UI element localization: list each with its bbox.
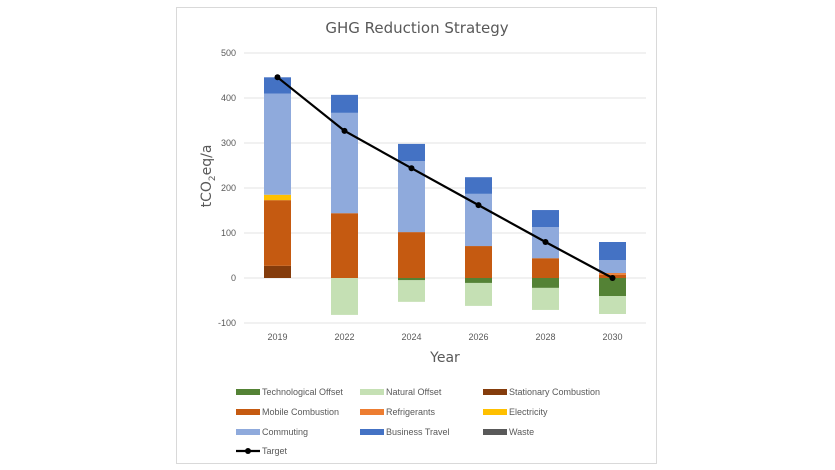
y-axis-title: tCO2eq/a: [199, 145, 218, 208]
target-point: [274, 74, 281, 81]
bar-segment-mobile-combustion: [398, 232, 425, 278]
legend-item: Waste: [483, 427, 534, 437]
y-tick-label: 500: [221, 48, 236, 58]
bar-segment-business-travel: [331, 94, 358, 113]
bar-segment-mobile-combustion: [465, 246, 492, 278]
legend-swatch: [360, 389, 384, 395]
x-tick-label: 2022: [334, 332, 354, 342]
y-tick-label: 0: [231, 273, 236, 283]
legend-label: Technological Offset: [262, 387, 343, 397]
legend-label: Electricity: [509, 407, 548, 417]
target-line: [274, 74, 616, 281]
x-tick-label: 2026: [468, 332, 488, 342]
legend-label: Commuting: [262, 427, 308, 437]
legend-swatch: [236, 409, 260, 415]
y-tick-label: -100: [218, 318, 236, 328]
x-axis-title: Year: [429, 350, 460, 366]
target-line-path: [276, 76, 614, 279]
legend-label: Refrigerants: [386, 407, 436, 417]
x-tick-label: 2024: [401, 332, 421, 342]
bar-segment-mobile-combustion: [532, 258, 559, 278]
legend-item-target: Target: [236, 446, 288, 456]
bar-segment-natural-offset: [398, 280, 425, 302]
bar-segment-natural-offset: [465, 282, 492, 306]
y-axis-title-sub: 2: [208, 175, 218, 181]
legend-item: Stationary Combustion: [483, 387, 600, 397]
gridlines: [244, 52, 646, 324]
x-tick-label: 2030: [602, 332, 622, 342]
legend: Technological Offset Natural Offset Statio…: [236, 387, 600, 456]
bar-segment-technological-offset: [532, 278, 559, 288]
bar-segment-commuting: [599, 260, 626, 274]
legend-label: Mobile Combustion: [262, 407, 339, 417]
legend-swatch: [483, 409, 507, 415]
legend-label: Business Travel: [386, 427, 450, 437]
legend-label: Waste: [509, 427, 534, 437]
bar-segment-commuting: [398, 161, 425, 233]
bar-segment-business-travel: [599, 242, 626, 260]
bar-segment-business-travel: [465, 177, 492, 194]
legend-swatch: [236, 429, 260, 435]
y-axis-title-main: tCO: [199, 181, 215, 207]
legend-swatch: [236, 389, 260, 395]
x-tick-label: 2028: [535, 332, 555, 342]
target-point: [341, 127, 348, 134]
y-tick-label: 400: [221, 93, 236, 103]
bar-segment-mobile-combustion: [264, 200, 291, 266]
bar-segment-technological-offset: [599, 278, 626, 296]
legend-label: Target: [262, 446, 288, 456]
bar-segment-business-travel: [532, 210, 559, 228]
bar-segment-commuting: [465, 193, 492, 247]
bar-segment-natural-offset: [532, 287, 559, 310]
bar-segment-stationary-combustion: [264, 265, 291, 278]
x-tick-label: 2019: [267, 332, 287, 342]
y-tick-labels: -100 0 100 200 300 400 500: [218, 48, 236, 328]
chart-title: GHG Reduction Strategy: [325, 19, 508, 37]
legend-item: Technological Offset: [236, 387, 343, 397]
legend-item: Mobile Combustion: [236, 407, 339, 417]
legend-item: Commuting: [236, 427, 308, 437]
legend-label: Natural Offset: [386, 387, 442, 397]
bar-segment-technological-offset: [398, 278, 425, 281]
legend-swatch: [483, 389, 507, 395]
legend-label: Stationary Combustion: [509, 387, 600, 397]
legend-item: Natural Offset: [360, 387, 442, 397]
bars: [264, 77, 626, 315]
target-point: [542, 239, 549, 245]
bar-segment-commuting: [264, 93, 291, 195]
target-point: [475, 202, 482, 209]
legend-item: Electricity: [483, 407, 548, 417]
bar-segment-natural-offset: [599, 296, 626, 314]
target-point: [609, 275, 616, 281]
legend-swatch: [483, 429, 507, 435]
bar-segment-electricity: [264, 194, 291, 201]
bar-segment-natural-offset: [331, 278, 358, 315]
target-point: [408, 165, 415, 172]
legend-item: Business Travel: [360, 427, 450, 437]
x-tick-labels: 2019 2022 2024 2026 2028 2030: [267, 332, 622, 342]
y-axis-title-rest: eq/a: [199, 145, 215, 176]
bar-segment-business-travel: [398, 143, 425, 161]
y-tick-label: 200: [221, 183, 236, 193]
y-tick-label: 300: [221, 138, 236, 148]
y-tick-label: 100: [221, 228, 236, 238]
legend-item: Refrigerants: [360, 407, 436, 417]
bar-segment-technological-offset: [465, 278, 492, 283]
legend-swatch: [360, 409, 384, 415]
bar-segment-mobile-combustion: [331, 213, 358, 278]
bar-segment-refrigerants: [599, 273, 626, 275]
legend-swatch: [360, 429, 384, 435]
legend-marker: [245, 448, 251, 454]
